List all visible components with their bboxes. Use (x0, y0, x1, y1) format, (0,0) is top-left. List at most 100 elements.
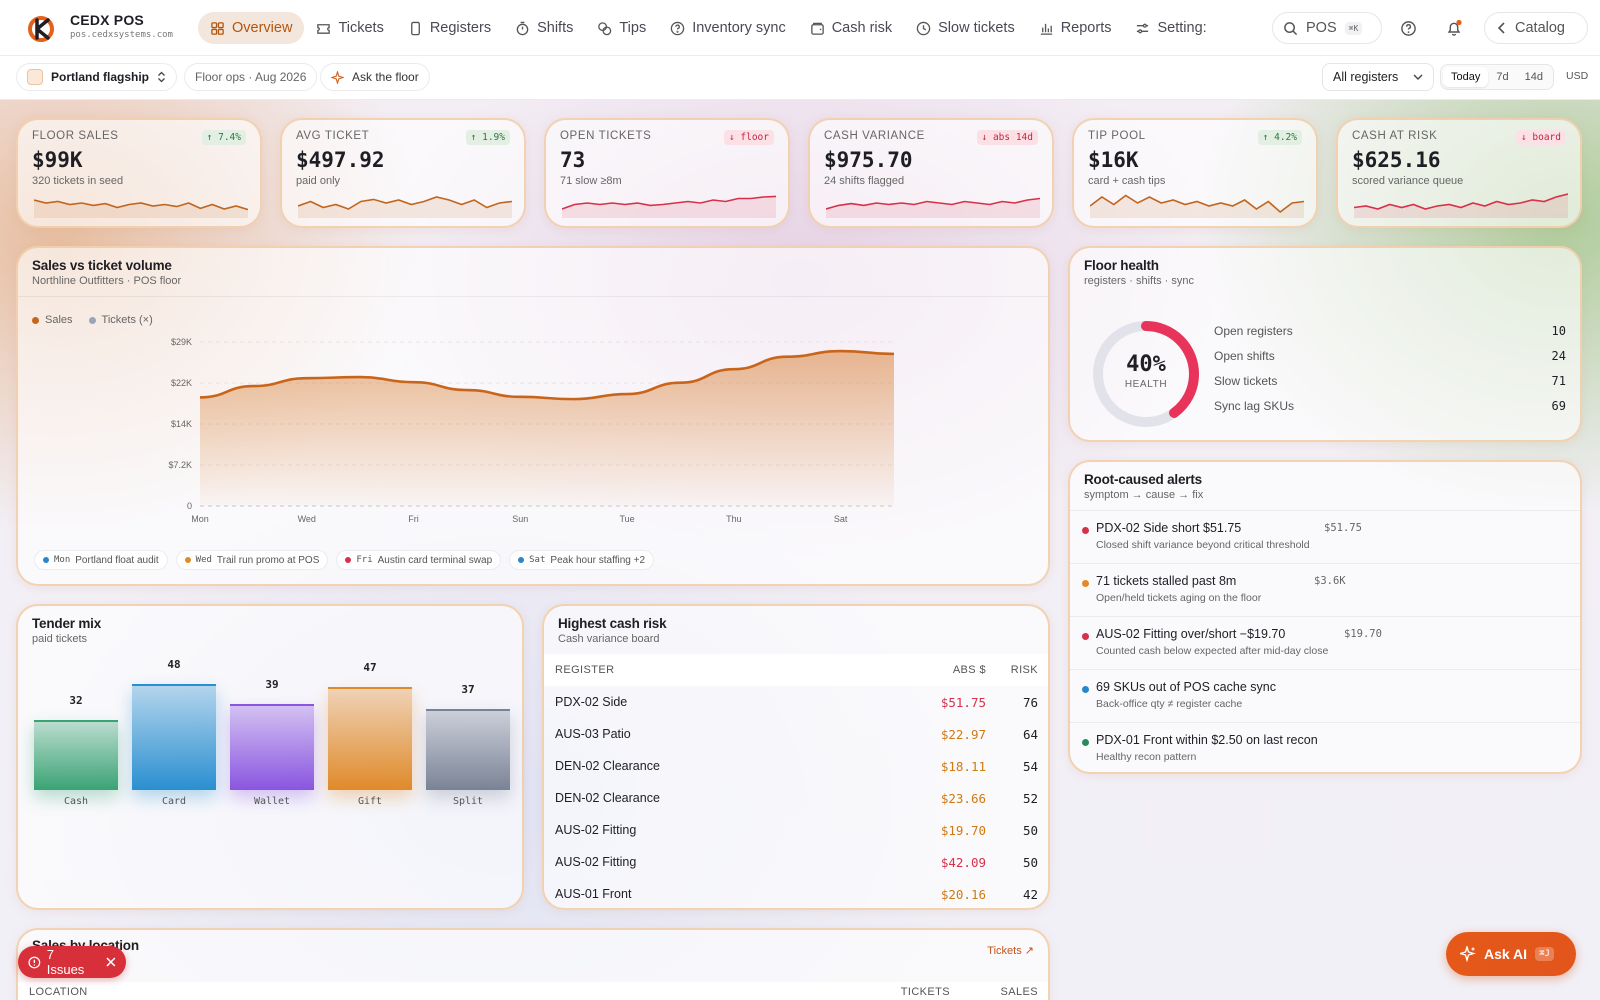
risk-table-row[interactable]: DEN-02 Clearance $18.11 54 (544, 750, 1048, 782)
risk-table-row[interactable]: AUS-01 Front $20.16 42 (544, 878, 1048, 908)
tender-bar-cash[interactable] (34, 719, 118, 790)
store-selector[interactable]: Portland flagship (16, 63, 178, 91)
annotation-day: Wed (195, 555, 212, 565)
kpi-card-tip-pool[interactable]: TIP POOL $16K card + cash tips ↑ 4.2% (1072, 118, 1318, 228)
annotation-pill[interactable]: Wed Trail run promo at POS (175, 550, 329, 570)
col-abs[interactable]: ABS $ (952, 664, 986, 676)
grid-icon (211, 21, 224, 35)
risk-table-row[interactable]: PDX-02 Side $51.75 76 (544, 686, 1048, 718)
alert-detail: Closed shift variance beyond critical th… (1096, 539, 1310, 551)
notifications-button[interactable] (1442, 16, 1466, 40)
nav-slow-tickets[interactable]: Slow tickets (904, 12, 1027, 44)
tender-bar-split[interactable] (426, 708, 510, 790)
alert-item[interactable]: PDX-02 Side short $51.75 Closed shift var… (1070, 510, 1580, 563)
annotation-dot (43, 557, 49, 563)
chevron-left-icon (1497, 22, 1505, 34)
nav-tickets[interactable]: Tickets (304, 12, 395, 44)
sparkline-line (1090, 194, 1304, 214)
tender-subtitle: paid tickets (32, 633, 88, 645)
nav-label: Inventory sync (692, 20, 786, 36)
kpi-label: OPEN TICKETS (560, 130, 652, 142)
alert-severity-dot (1082, 527, 1089, 534)
tender-bar-gift[interactable] (328, 686, 412, 790)
store-icon (27, 69, 43, 85)
help-button[interactable] (1396, 16, 1420, 40)
nav-tips[interactable]: Tips (585, 12, 658, 44)
alert-item[interactable]: 69 SKUs out of POS cache sync Back-office… (1070, 669, 1580, 722)
annotation-text: Peak hour staffing +2 (550, 554, 646, 566)
range-14d[interactable]: 14d (1524, 71, 1543, 83)
nav-shifts[interactable]: Shifts (503, 12, 585, 44)
location-table-header: LOCATION TICKETS SALES (18, 982, 1048, 1000)
kpi-subtext: scored variance queue (1352, 175, 1464, 187)
y-tick-label: $14K (171, 419, 192, 429)
col-risk[interactable]: RISK (1010, 664, 1038, 676)
col-location[interactable]: LOCATION (29, 986, 88, 998)
legend-sales[interactable]: Sales (32, 314, 73, 326)
alert-item[interactable]: 71 tickets stalled past 8m Open/held tick… (1070, 563, 1580, 616)
sales-by-location-card: Sales by location Tickets ↗ LOCATION TIC… (16, 928, 1050, 1000)
range-7d[interactable]: 7d (1496, 71, 1509, 83)
tender-bar-wallet[interactable] (230, 704, 314, 790)
catalog-button[interactable]: Catalog (1484, 12, 1588, 44)
nav-setting[interactable]: Setting: (1123, 12, 1218, 44)
legend-tickets[interactable]: Tickets (×) (88, 314, 153, 326)
top-nav: CEDX POS pos.cedxsystems.com Overview Tic… (0, 0, 1600, 56)
tickets-link[interactable]: Tickets ↗ (987, 945, 1034, 957)
risk-table-row[interactable]: DEN-02 Clearance $23.66 52 (544, 782, 1048, 814)
col-register[interactable]: REGISTER (555, 664, 615, 676)
nav-cash-risk[interactable]: Cash risk (798, 12, 904, 44)
annotation-pill[interactable]: Mon Portland float audit (34, 550, 168, 570)
kpi-subtext: 71 slow ≥8m (560, 175, 622, 187)
nav-inventory-sync[interactable]: Inventory sync (658, 12, 798, 44)
col-tickets[interactable]: TICKETS (900, 986, 950, 998)
x-tick-label: Wed (298, 514, 316, 524)
clock-icon (916, 21, 931, 35)
nav-overview[interactable]: Overview (198, 12, 305, 44)
ask-ai-button[interactable]: Ask AI ⌘J (1446, 932, 1576, 976)
ask-floor-button[interactable]: Ask the floor (320, 63, 430, 91)
col-sales[interactable]: SALES (1000, 986, 1038, 998)
alert-severity-dot (1082, 580, 1089, 587)
search-button[interactable]: POS ⌘K (1272, 12, 1382, 44)
health-stat-label: Sync lag SKUs (1214, 399, 1295, 413)
kpi-trend-badge: ↑ 7.4% (201, 130, 246, 145)
annotation-text: Portland float audit (75, 554, 159, 566)
alert-severity-dot (1082, 739, 1089, 746)
annotation-pill[interactable]: Sat Peak hour staffing +2 (509, 550, 655, 570)
annotation-pill[interactable]: Fri Austin card terminal swap (336, 550, 502, 570)
health-stat-value: 69 (1551, 399, 1566, 413)
risk-table-row[interactable]: AUS-02 Fitting $42.09 50 (544, 846, 1048, 878)
alert-title: AUS-02 Fitting over/short −$19.70 (1096, 627, 1286, 641)
nav-label: Shifts (537, 20, 574, 36)
kpi-card-floor-sales[interactable]: FLOOR SALES $99K 320 tickets in seed ↑ 7.4% (16, 118, 262, 228)
risk-table-row[interactable]: AUS-03 Patio $22.97 64 (544, 718, 1048, 750)
kpi-card-avg-ticket[interactable]: AVG TICKET $497.92 paid only ↑ 1.9% (280, 118, 526, 228)
close-icon[interactable] (106, 957, 116, 967)
risk-table-row[interactable]: AUS-02 Fitting $19.70 50 (544, 814, 1048, 846)
kpi-card-cash-at-risk[interactable]: CASH AT RISK $625.16 scored variance queue… (1336, 118, 1582, 228)
nav-label: Reports (1060, 20, 1112, 36)
kpi-card-cash-variance[interactable]: CASH VARIANCE $975.70 24 shifts flagged ↓ a… (808, 118, 1054, 228)
registers-select[interactable]: All registers (1322, 63, 1434, 91)
currency-label[interactable]: USD (1566, 70, 1589, 82)
range-today[interactable]: Today (1443, 67, 1489, 87)
alert-item[interactable]: AUS-02 Fitting over/short −$19.70 Counted… (1070, 616, 1580, 669)
risk-register: DEN-02 Clearance (555, 759, 660, 773)
tender-mix-card: Tender mix paid tickets 32 Cash 48 Card 39 Wa… (16, 604, 524, 910)
nav-registers[interactable]: Registers (396, 12, 503, 44)
alert-item[interactable]: PDX-01 Front within $2.50 on last recon H… (1070, 722, 1580, 775)
alerts-title: Root-caused alerts (1084, 472, 1202, 487)
issues-button[interactable]: 7 Issues (18, 946, 126, 978)
cedx-logo-icon[interactable] (26, 14, 56, 44)
kpi-card-open-tickets[interactable]: OPEN TICKETS 73 71 slow ≥8m ↓ floor (544, 118, 790, 228)
annotation-text: Trail run promo at POS (216, 554, 320, 566)
tender-bar-card[interactable] (132, 684, 216, 790)
risk-abs: $18.11 (940, 758, 986, 774)
sales-chart-legend: Sales Tickets (×) (32, 314, 153, 326)
tender-bar-value: 39 (265, 678, 279, 692)
bar-chart-icon (1040, 23, 1052, 35)
nav-reports[interactable]: Reports (1027, 12, 1124, 44)
tender-bar-label: Cash (63, 796, 89, 807)
ask-ai-label: Ask AI (1484, 946, 1528, 962)
